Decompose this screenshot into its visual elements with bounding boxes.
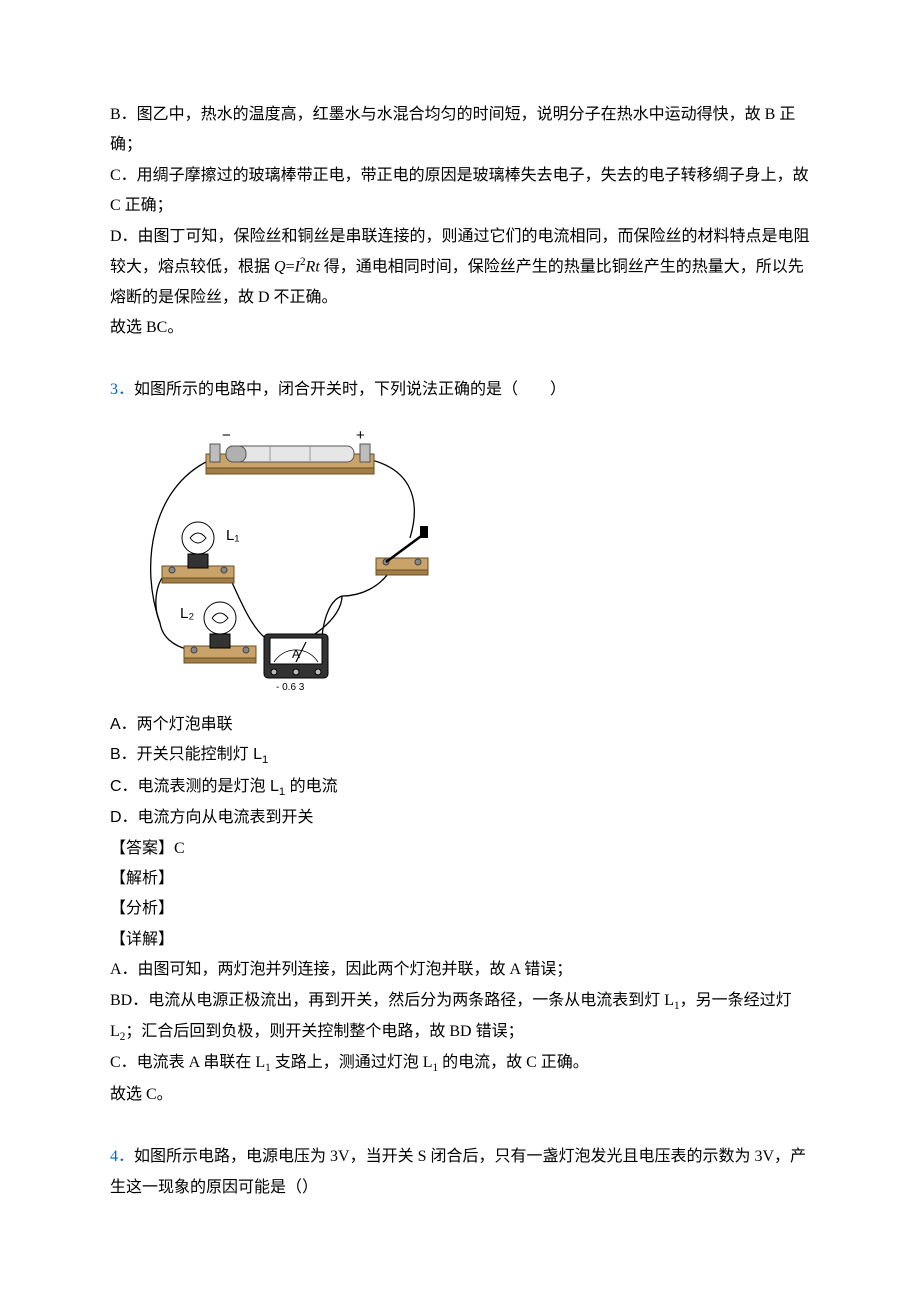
spacer <box>110 1126 810 1142</box>
l1-label: L₁ <box>226 527 239 544</box>
formula-eq: = <box>286 258 295 275</box>
explanation-line-c: C．用绸子摩擦过的玻璃棒带正电，带正电的原因是玻璃棒失去电子，失去的电子转移绸子… <box>110 161 810 222</box>
battery-neg-label: − <box>222 427 231 444</box>
q3-detail-a: A．由图可知，两灯泡并列连接，因此两个灯泡并联，故 A 错误； <box>110 955 810 985</box>
spacer <box>110 1110 810 1126</box>
q3-detail-bd: BD．电流从电源正极流出，再到开关，然后分为两条路径，一条从电流表到灯 L1，另… <box>110 986 810 1049</box>
question-number-3: 3． <box>110 381 134 398</box>
question-3-text: 如图所示的电路中，闭合开关时，下列说法正确的是（ ） <box>134 381 566 398</box>
q3-option-d: D．电流方向从电流表到开关 <box>110 803 810 833</box>
battery-pos-label: + <box>356 427 365 444</box>
explanation-line-d: D．由图丁可知，保险丝和铜丝是串联连接的，则通过它们的电流相同，而保险丝的材料特… <box>110 222 810 314</box>
question-3-stem: 3．如图所示的电路中，闭合开关时，下列说法正确的是（ ） <box>110 375 810 405</box>
circuit-diagram-q3: − + L₁ L₂ <box>110 418 810 698</box>
ammeter-scale: - 0.6 3 <box>276 682 305 693</box>
q3-option-b: B．开关只能控制灯 L1 <box>110 740 810 771</box>
bulb-l1-icon <box>162 522 234 583</box>
ammeter-label: A <box>292 647 300 661</box>
circuit-svg: − + L₁ L₂ <box>110 418 440 698</box>
question-4-stem: 4．如图所示电路，电源电压为 3V，当开关 S 闭合后，只有一盏灯泡发光且电压表… <box>110 1142 810 1203</box>
q3-jiexi-label: 【解析】 <box>110 864 810 894</box>
battery-icon <box>206 444 374 474</box>
q3-choose: 故选 C。 <box>110 1080 810 1110</box>
q3-answer: 【答案】C <box>110 834 810 864</box>
q3-xiangjie-label: 【详解】 <box>110 925 810 955</box>
q3-option-c: C．电流表测的是灯泡 L1 的电流 <box>110 772 810 803</box>
question-4-text: 如图所示电路，电源电压为 3V，当开关 S 闭合后，只有一盏灯泡发光且电压表的示… <box>110 1148 806 1195</box>
q3-fenxi-label: 【分析】 <box>110 894 810 924</box>
l2-label: L₂ <box>180 605 194 622</box>
q3-option-a: A．两个灯泡串联 <box>110 710 810 740</box>
formula-Q: Q <box>274 258 286 275</box>
switch-icon <box>376 526 428 575</box>
q3-detail-c: C．电流表 A 串联在 L1 支路上，测通过灯泡 L1 的电流，故 C 正确。 <box>110 1048 810 1079</box>
spacer <box>110 359 810 375</box>
explanation-choose-bc: 故选 BC。 <box>110 313 810 343</box>
question-number-4: 4． <box>110 1148 134 1165</box>
formula-R: R <box>306 258 316 275</box>
spacer <box>110 343 810 359</box>
explanation-line-b: B．图乙中，热水的温度高，红墨水与水混合均匀的时间短，说明分子在热水中运动得快，… <box>110 100 810 161</box>
